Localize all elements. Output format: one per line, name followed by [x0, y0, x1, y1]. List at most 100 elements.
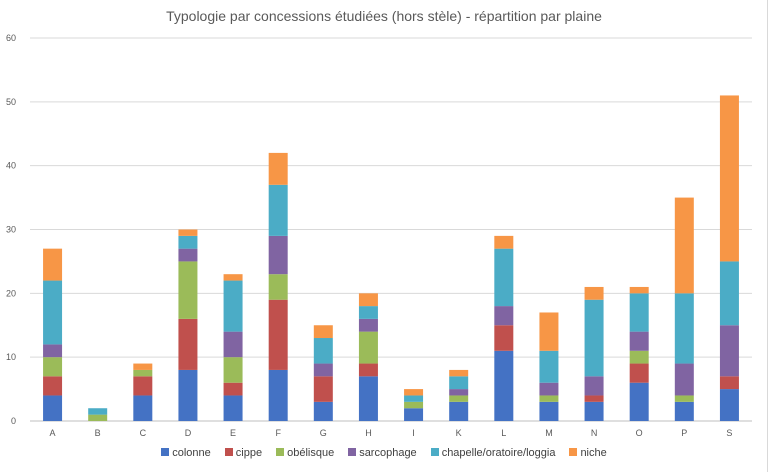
- bar-segment-C-colonne: [133, 395, 153, 421]
- chart-title: Typologie par concessions étudiées (hors…: [166, 8, 602, 24]
- bar-segment-E-ob-lisque: [223, 357, 243, 383]
- bar-segment-F-sarcophage: [268, 235, 288, 275]
- bar-segment-N-colonne: [584, 401, 604, 421]
- bar-segment-M-sarcophage: [539, 382, 559, 396]
- bar-segment-S-cippe: [719, 376, 739, 390]
- bar-segment-F-niche: [268, 152, 288, 185]
- bar-segment-E-chapelle-oratoire-loggia: [223, 280, 243, 332]
- legend-swatch: [276, 448, 285, 457]
- bar-segment-N-cippe: [584, 395, 604, 402]
- bar-segment-N-niche: [584, 286, 604, 300]
- x-tick-label: M: [545, 428, 553, 438]
- bar-segment-I-niche: [404, 389, 424, 396]
- bar-segment-M-chapelle-oratoire-loggia: [539, 350, 559, 383]
- bar-segment-O-ob-lisque: [629, 350, 649, 364]
- legend-swatch: [569, 448, 578, 457]
- bar-segment-H-chapelle-oratoire-loggia: [358, 306, 378, 319]
- bar-segment-H-niche: [358, 293, 378, 307]
- y-tick-label: 40: [6, 161, 16, 171]
- bar-segment-A-niche: [43, 248, 63, 281]
- bar-segment-D-niche: [178, 229, 198, 236]
- bar-segment-S-sarcophage: [719, 325, 739, 377]
- x-tick-label: C: [140, 428, 147, 438]
- bar-segment-E-sarcophage: [223, 331, 243, 358]
- bar-segment-A-sarcophage: [43, 344, 63, 358]
- legend-label: niche: [580, 447, 607, 459]
- bar-segment-K-ob-lisque: [449, 395, 469, 402]
- bar-segment-L-sarcophage: [494, 306, 514, 326]
- x-tick-label: B: [95, 428, 101, 438]
- bar-segment-P-sarcophage: [674, 363, 694, 396]
- legend-item: colonne: [161, 447, 211, 459]
- bar-segment-H-colonne: [358, 376, 378, 421]
- bar-segment-I-colonne: [404, 408, 424, 421]
- y-tick-label: 30: [6, 225, 16, 235]
- bar-segment-K-chapelle-oratoire-loggia: [449, 376, 469, 390]
- y-tick-label: 50: [6, 97, 16, 107]
- bar-segment-P-chapelle-oratoire-loggia: [674, 293, 694, 364]
- bar-segment-A-cippe: [43, 376, 63, 396]
- y-tick-label: 20: [6, 288, 16, 298]
- bar-segment-H-sarcophage: [358, 318, 378, 332]
- bar-segment-L-niche: [494, 235, 514, 249]
- x-tick-label: H: [365, 428, 372, 438]
- bar-segment-F-cippe: [268, 299, 288, 370]
- x-tick-label: D: [185, 428, 192, 438]
- x-tick-label: S: [726, 428, 732, 438]
- bar-segment-H-ob-lisque: [358, 331, 378, 364]
- legend-item: cippe: [224, 447, 263, 459]
- legend-label: cippe: [235, 447, 263, 459]
- bar-segment-D-chapelle-oratoire-loggia: [178, 235, 198, 249]
- bar-segment-E-colonne: [223, 395, 243, 421]
- bar-segment-D-cippe: [178, 318, 198, 370]
- bar-segment-A-chapelle-oratoire-loggia: [43, 280, 63, 345]
- y-tick-label: 10: [6, 352, 16, 362]
- bar-segment-A-colonne: [43, 395, 63, 421]
- bar-segment-F-colonne: [268, 369, 288, 421]
- bar-segment-F-ob-lisque: [268, 274, 288, 300]
- bar-segment-B-ob-lisque: [88, 414, 108, 421]
- legend-label: obélisque: [287, 447, 335, 459]
- bar-segment-O-cippe: [629, 363, 649, 383]
- x-tick-label: L: [501, 428, 506, 438]
- legend-swatch: [348, 448, 357, 457]
- bar-segment-N-chapelle-oratoire-loggia: [584, 299, 604, 377]
- bar-segment-G-colonne: [313, 401, 333, 421]
- bar-segment-M-niche: [539, 312, 559, 351]
- bar-segment-L-cippe: [494, 325, 514, 351]
- bar-segment-A-ob-lisque: [43, 357, 63, 377]
- legend-item: obélisque: [276, 447, 334, 459]
- x-tick-label: I: [412, 428, 415, 438]
- x-tick-label: F: [275, 428, 281, 438]
- x-tick-label: G: [320, 428, 327, 438]
- bar-segment-M-ob-lisque: [539, 395, 559, 402]
- bar-segment-S-niche: [719, 95, 739, 262]
- bar-segment-D-colonne: [178, 369, 198, 421]
- bar-segment-B-chapelle-oratoire-loggia: [88, 408, 108, 415]
- legend-swatch: [161, 448, 170, 457]
- chart-legend: colonne cippe obélisque sarcophage chapelle/…: [0, 447, 768, 459]
- bar-segment-S-chapelle-oratoire-loggia: [719, 261, 739, 326]
- bar-segment-S-colonne: [719, 389, 739, 421]
- bar-segment-E-cippe: [223, 382, 243, 396]
- bar-segment-D-sarcophage: [178, 248, 198, 262]
- bar-segment-L-colonne: [494, 350, 514, 421]
- y-tick-label: 60: [6, 33, 16, 43]
- bar-segment-L-chapelle-oratoire-loggia: [494, 248, 514, 307]
- legend-item: chapelle/oratoire/loggia: [430, 447, 556, 459]
- bar-segment-O-niche: [629, 286, 649, 294]
- bar-segment-K-colonne: [449, 401, 469, 421]
- x-tick-label: N: [591, 428, 598, 438]
- legend-label: chapelle/oratoire/loggia: [441, 447, 556, 459]
- y-tick-label: 0: [11, 416, 16, 426]
- x-tick-label: O: [636, 428, 643, 438]
- x-tick-label: E: [230, 428, 236, 438]
- bar-segment-C-niche: [133, 363, 153, 370]
- legend-item: sarcophage: [348, 447, 417, 459]
- bar-segment-P-colonne: [674, 401, 694, 421]
- legend-swatch: [430, 448, 439, 457]
- bar-segment-G-cippe: [313, 376, 333, 402]
- bar-segment-G-sarcophage: [313, 363, 333, 377]
